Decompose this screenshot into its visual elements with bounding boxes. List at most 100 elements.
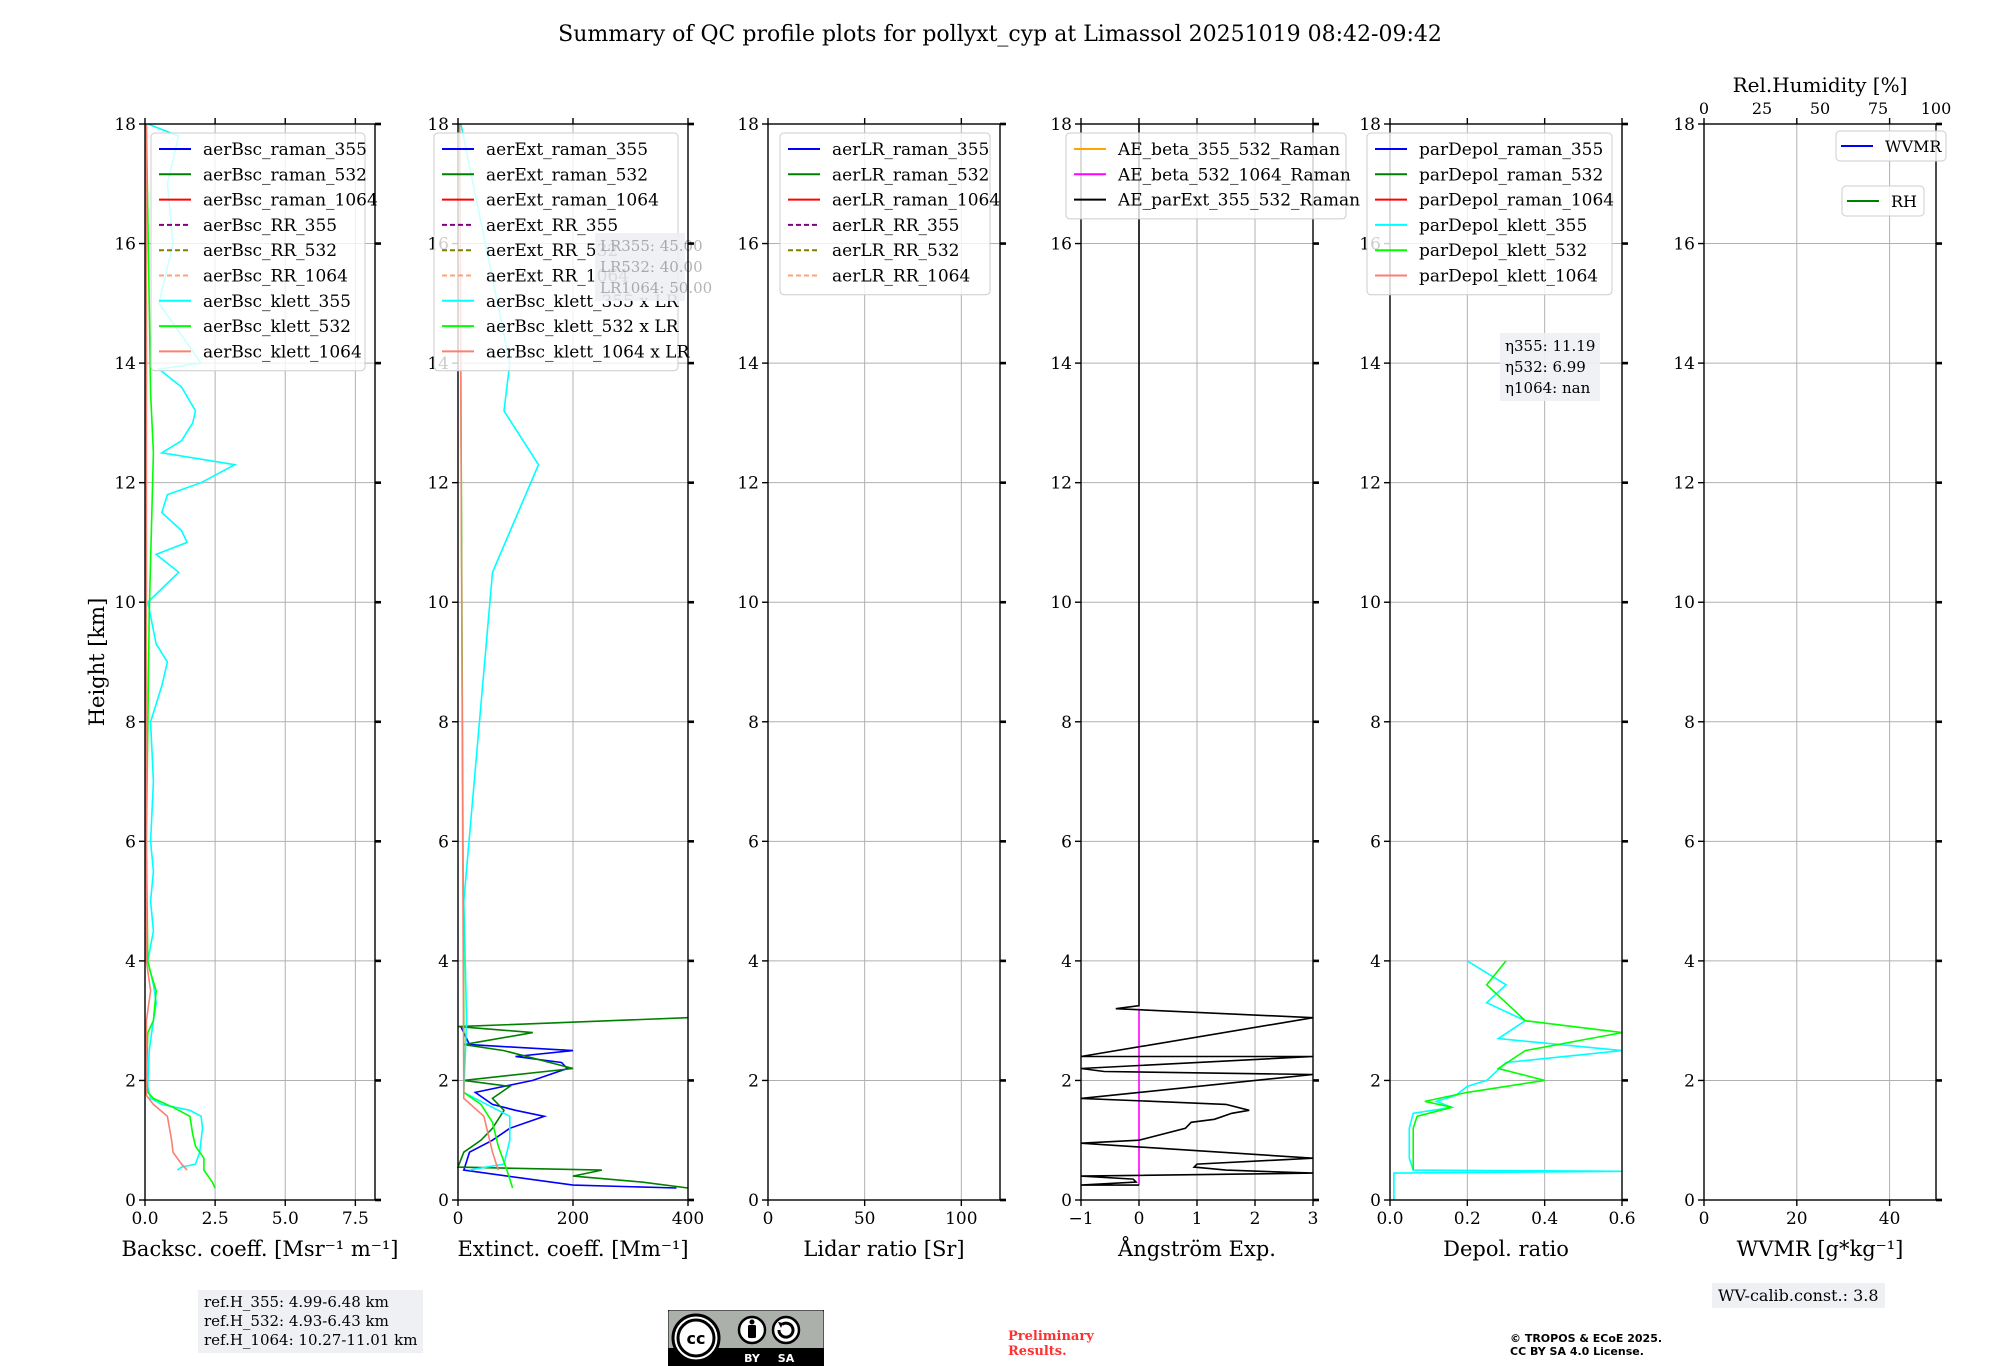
x-tick-label: 100 [945,1209,977,1229]
legend-label: aerLR_raman_355 [832,140,989,160]
svg-text:cc: cc [687,1329,706,1348]
y-tick-label: 0 [1684,1191,1695,1211]
legend-label: aerBsc_klett_532 [203,317,351,337]
copyright-line-1: © TROPOS & ECoE 2025. [1510,1332,1663,1345]
series-parDepol_klett_532 [1412,960,1623,1171]
series-aerBsc_klett_355 [146,123,238,1171]
reference-height-box: ref.H_355: 4.99-6.48 km ref.H_532: 4.93-… [198,1290,424,1353]
legend-label: aerExt_RR_355 [486,216,618,236]
y-tick-label: 6 [1061,832,1072,852]
legend-label: parDepol_klett_355 [1419,216,1587,236]
y-tick-label: 12 [737,474,759,494]
y-tick-label: 6 [1370,832,1381,852]
y-tick-label: 16 [114,235,136,255]
legend-box [779,132,991,296]
legend-label: RH [1891,192,1917,211]
y-tick-label: 6 [438,832,449,852]
x-tick-label: 0.2 [1454,1209,1481,1229]
y-tick-label: 10 [1673,593,1695,613]
y-tick-label: 4 [125,952,136,972]
ref-height-355: ref.H_355: 4.99-6.48 km [204,1293,389,1311]
y-tick-label: 0 [1370,1191,1381,1211]
y-tick-label: 14 [1359,354,1381,374]
y-tick-label: 6 [125,832,136,852]
y-tick-label: 0 [125,1191,136,1211]
annotation-line: LR532: 40.00 [600,258,703,276]
annotation-line: η532: 6.99 [1505,358,1586,376]
preliminary-line-1: Preliminary [1008,1329,1094,1344]
axes-frame [144,123,376,1201]
top-x-tick-label: 75 [1868,99,1888,118]
legend-label: aerExt_raman_355 [486,140,648,160]
x-tick-label: 200 [557,1209,589,1229]
series-aerExt_raman_355 [460,1026,677,1189]
preliminary-results-note: Preliminary Results. [1008,1329,1094,1359]
legend-box [1841,185,1925,217]
y-tick-label: 6 [1684,832,1695,852]
annotation-background [595,233,685,301]
y-tick-label: 8 [1370,713,1381,733]
x-tick-label: 5.0 [272,1209,299,1229]
y-tick-label: 2 [1684,1071,1695,1091]
y-tick-label: 18 [114,115,136,135]
legend-box [150,132,366,372]
legend-label: AE_beta_532_1064_Raman [1117,165,1351,185]
legend-label: aerLR_RR_1064 [832,267,970,287]
annotation-line: LR355: 45.00 [600,237,703,255]
series-aerBsc_klett_355 x LR [460,123,540,1171]
legend: parDepol_raman_355 parDepol_raman_532 parD… [1366,132,1614,296]
ref-height-1064: ref.H_1064: 10.27-11.01 km [204,1331,418,1349]
wv-calibration-box: WV-calib.const.: 3.8 [1712,1283,1885,1308]
legend: aerExt_raman_355 aerExt_raman_532 aerExt_r… [433,132,690,372]
x-tick-label: 1 [1192,1209,1203,1229]
legend-label: aerLR_raman_1064 [832,191,1000,211]
axes-frame [1389,123,1623,1201]
y-tick-label: 16 [737,235,759,255]
y-tick-label: 8 [748,713,759,733]
y-tick-label: 4 [438,952,449,972]
legend-label: parDepol_raman_355 [1419,140,1603,160]
top-x-axis-label: Rel.Humidity [%] [1733,73,1908,97]
y-tick-label: 10 [1359,593,1381,613]
x-axis-label: Lidar ratio [Sr] [803,1237,964,1261]
x-tick-label: 0.4 [1531,1209,1558,1229]
legend-label: aerBsc_klett_1064 [203,342,362,362]
y-tick-label: 10 [737,593,759,613]
preliminary-line-2: Results. [1008,1344,1067,1359]
y-tick-label: 2 [438,1071,449,1091]
x-tick-label: 2 [1250,1209,1261,1229]
y-tick-label: 18 [427,115,449,135]
x-tick-label: 3 [1308,1209,1319,1229]
legend-label: aerLR_raman_532 [832,165,989,185]
legend-label: aerBsc_RR_532 [203,241,337,261]
top-x-tick-label: 100 [1921,99,1952,118]
top-x-tick-label: 50 [1810,99,1830,118]
x-tick-label: −1 [1068,1209,1093,1229]
annotation-line: η355: 11.19 [1505,337,1595,355]
legend-label: aerExt_RR_1064 [486,267,629,287]
x-tick-label: 400 [672,1209,704,1229]
copyright-note: © TROPOS & ECoE 2025. CC BY SA 4.0 Licen… [1510,1332,1662,1358]
y-tick-label: 18 [1673,115,1695,135]
x-tick-label: 7.5 [342,1209,369,1229]
x-axis-label: Extinct. coeff. [Mm⁻¹] [457,1237,688,1261]
legend-label: aerLR_RR_355 [832,216,959,236]
series-aerBsc_klett_1064 [145,124,188,1171]
y-tick-label: 0 [748,1191,759,1211]
legend-label: aerBsc_raman_355 [203,140,367,160]
x-axis-label: WVMR [g*kg⁻¹] [1737,1237,1904,1261]
x-axis-label: Ångström Exp. [1117,1236,1276,1261]
y-tick-label: 4 [1370,952,1381,972]
legend-box [1065,132,1347,220]
annotation-box: LR355: 45.00 LR532: 40.00 LR1064: 50.00 [595,233,712,301]
annotation-line: LR1064: 50.00 [600,279,712,297]
legend-label: aerExt_RR_532 [486,241,618,261]
y-tick-label: 14 [1673,354,1695,374]
y-tick-label: 16 [1050,235,1072,255]
legend-label: AE_parExt_355_532_Raman [1117,191,1360,211]
legend-label: aerExt_raman_1064 [486,191,659,211]
legend-box [1835,130,1947,162]
